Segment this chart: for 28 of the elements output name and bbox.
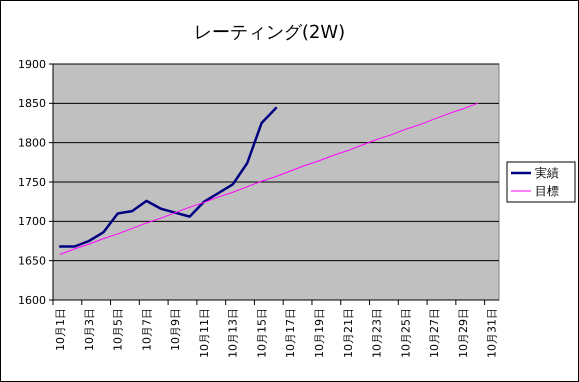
x-tick-label: 10月15日 (255, 308, 268, 358)
legend-label: 実績 (535, 166, 559, 180)
x-tick-label: 10月19日 (313, 308, 326, 358)
x-tick-label: 10月29日 (456, 308, 470, 358)
x-tick-label: 10月7日 (140, 308, 154, 351)
x-tick-label: 10月23日 (370, 308, 384, 358)
x-tick-label: 10月3日 (82, 308, 96, 351)
x-tick-label: 10月5日 (112, 308, 125, 351)
x-tick-label: 10月1日 (54, 308, 68, 351)
y-tick-label: 1650 (18, 254, 46, 268)
y-tick-label: 1750 (18, 176, 46, 189)
x-tick-label: 10月31日 (486, 308, 499, 358)
chart-title: レーティング(2W) (194, 22, 346, 43)
line-series (58, 106, 278, 248)
x-tick-label: 10月13日 (226, 308, 240, 358)
y-tick-label: 1800 (18, 136, 46, 150)
y-tick-label: 1600 (18, 294, 46, 307)
x-tick-label: 10月21日 (342, 308, 355, 358)
x-tick-label: 10月9日 (169, 308, 182, 351)
x-tick-label: 10月11日 (198, 308, 211, 358)
x-tick-label: 10月17日 (284, 308, 298, 358)
y-tick-label: 1900 (18, 58, 46, 71)
legend-label: 目標 (535, 184, 559, 198)
x-tick-label: 10月25日 (399, 308, 412, 358)
line-series (60, 102, 478, 255)
y-tick-label: 1850 (18, 97, 46, 110)
x-tick-label: 10月27日 (428, 308, 442, 358)
y-tick-label: 1700 (18, 215, 46, 228)
